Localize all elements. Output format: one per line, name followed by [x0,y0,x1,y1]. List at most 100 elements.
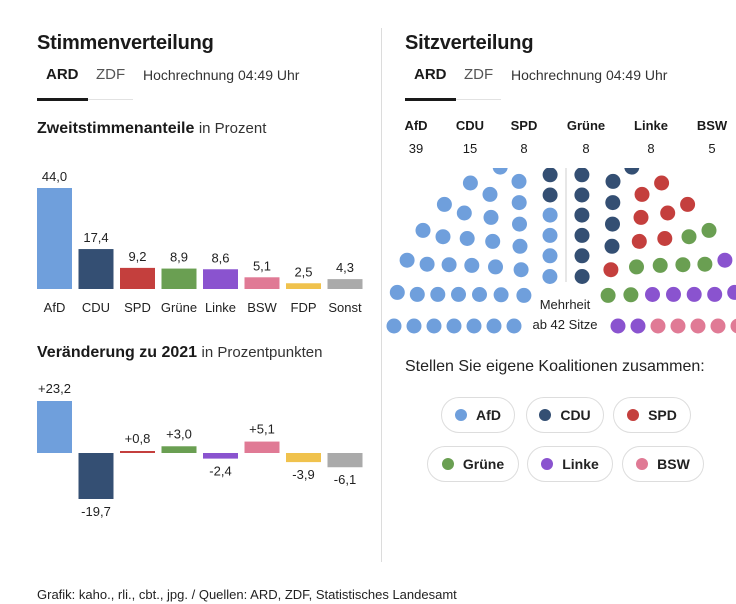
seat-cdu [574,269,590,284]
seat-cdu [604,238,620,254]
tab-zdf[interactable]: ZDF [464,66,494,83]
seat-gruene [697,256,713,272]
seat-cdu [605,173,621,189]
seat-afd [462,175,478,191]
tab-ard[interactable]: ARD [37,66,87,101]
seat-afd [488,259,503,275]
change-unit: in Prozentpunkten [201,344,323,361]
seat-afd [459,231,475,246]
seat-bsw [730,318,736,334]
party-name: Grüne [566,118,606,133]
vote-value-label: 4,3 [336,260,354,275]
tab-ard[interactable]: ARD [405,66,455,101]
category-tick-label: Sonst [328,300,362,315]
seat-afd [419,256,435,272]
tab-zdf[interactable]: ZDF [96,66,126,83]
seat-afd [482,186,498,202]
seat-linke [727,284,736,300]
coalition-button-linke[interactable]: Linke [527,446,613,482]
seat-spd [654,175,670,191]
seat-cdu [605,216,620,232]
change-chart: +23,2 -19,7 +0,8 +3,0 -2,4 +5,1 -3,9 -6,1 [37,381,363,519]
vote-bar-afd [37,188,72,289]
seat-gruene [623,287,639,303]
seat-gruene [701,222,717,238]
seat-gruene [629,259,644,275]
seat-afd [486,318,502,334]
seat-afd [389,284,405,300]
seat-cdu [574,207,590,223]
category-tick-label: CDU [82,300,110,315]
seat-count: 39 [408,141,424,156]
coalition-button-spd[interactable]: SPD [613,397,691,433]
seat-cdu [542,187,558,203]
vote-bar-fdp [286,283,321,289]
seat-linke [666,286,681,302]
coalition-button-label: BSW [657,456,690,472]
seat-afd [511,173,527,189]
seat-afd [441,257,457,273]
coalition-button-label: CDU [560,407,591,423]
seat-afd [464,257,480,273]
coalition-button-cdu[interactable]: CDU [526,397,604,433]
vote-value-label: 5,1 [253,258,271,273]
seat-spd [660,205,676,221]
seat-gruene [600,287,616,303]
change-heading: Veränderung zu 2021 in Prozentpunkten [37,344,322,362]
seat-bsw [710,318,726,334]
coalition-button-gruene[interactable]: Grüne [427,446,519,482]
majority-label: Mehrheit ab 42 Sitze [524,295,606,335]
seat-gruene [652,257,668,273]
seat-afd [472,287,487,302]
seat-afd [451,286,466,302]
category-tick-label: Grüne [161,300,197,315]
seat-afd [409,286,425,302]
coalition-button-bsw[interactable]: BSW [622,446,704,482]
seat-gruene [681,229,697,245]
seat-afd [436,196,452,212]
change-value-label: +0,8 [125,431,151,446]
vote-value-label: 44,0 [42,169,67,184]
party-name: BSW [696,118,728,133]
seat-bsw [650,318,666,334]
seat-afd [492,168,508,175]
seat-afd [512,238,528,254]
coalition-button-label: Linke [562,456,599,472]
coalition-button-afd[interactable]: AfD [441,397,515,433]
change-bar-linke [203,453,238,459]
change-value-label: -19,7 [81,504,111,519]
coalition-button-label: AfD [476,407,501,423]
vote-value-label: 8,6 [211,250,229,265]
seat-cdu [574,168,590,183]
seat-linke [686,286,702,302]
category-tick-label: AfD [44,300,66,315]
seat-cdu [542,168,558,183]
seat-count: 8 [582,141,590,156]
vote-bar-spd [120,267,155,289]
vote-distribution-panel: Stimmenverteilung ARD ZDF Hochrechnung 0… [0,0,380,570]
vote-value-label: 9,2 [128,249,146,264]
vote-bar-gruene [161,268,197,289]
seat-afd [542,227,558,243]
seat-cdu [574,227,590,243]
seat-afd [415,222,431,238]
panel-title: Sitzverteilung [405,32,534,54]
coalition-button-label: SPD [648,407,677,423]
seat-afd [513,262,529,278]
seat-afd [485,233,501,249]
seat-afd [426,318,442,334]
vote-value-label: 17,4 [83,230,108,245]
source-credit: Grafik: kaho., rli., cbt., jpg. / Quelle… [37,587,457,602]
change-value-label: -2,4 [209,464,231,479]
change-value-label: +5,1 [249,422,275,437]
seat-afd [542,207,558,223]
seat-afd [516,287,532,303]
coalition-button-label: Grüne [462,456,505,472]
seat-count: 15 [462,141,478,156]
parliament-seat-chart [386,168,736,334]
seat-afd [542,248,558,264]
seat-afd [446,318,462,334]
change-value-label: -6,1 [334,472,356,487]
seat-count: 8 [647,141,655,156]
gruene-color-dot [441,458,454,470]
